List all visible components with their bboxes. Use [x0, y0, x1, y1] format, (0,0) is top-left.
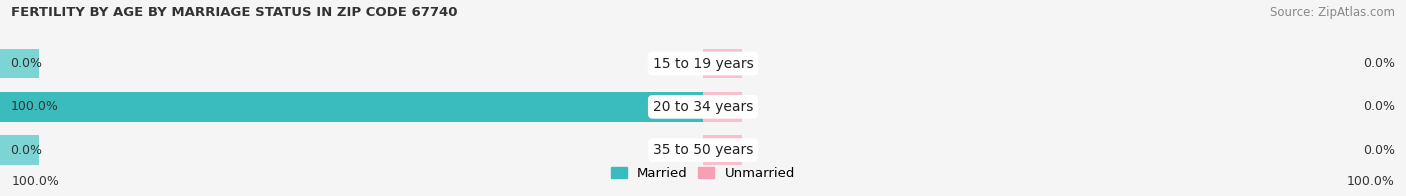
Text: 0.0%: 0.0% — [1364, 100, 1395, 113]
Text: 20 to 34 years: 20 to 34 years — [652, 100, 754, 114]
Text: 100.0%: 100.0% — [10, 100, 59, 113]
Text: 0.0%: 0.0% — [1364, 144, 1395, 157]
Legend: Married, Unmarried: Married, Unmarried — [606, 162, 800, 185]
Bar — [703, 135, 742, 165]
Bar — [703, 49, 742, 78]
Text: 100.0%: 100.0% — [1347, 175, 1395, 188]
Text: FERTILITY BY AGE BY MARRIAGE STATUS IN ZIP CODE 67740: FERTILITY BY AGE BY MARRIAGE STATUS IN Z… — [11, 6, 458, 19]
Text: 0.0%: 0.0% — [1364, 57, 1395, 70]
Text: 0.0%: 0.0% — [10, 57, 42, 70]
Bar — [0, 135, 39, 165]
Bar — [0, 92, 703, 122]
Text: 15 to 19 years: 15 to 19 years — [652, 56, 754, 71]
Text: 100.0%: 100.0% — [11, 175, 59, 188]
Text: 35 to 50 years: 35 to 50 years — [652, 143, 754, 157]
Text: 0.0%: 0.0% — [10, 144, 42, 157]
Bar — [703, 92, 742, 122]
Bar — [0, 49, 39, 78]
Text: Source: ZipAtlas.com: Source: ZipAtlas.com — [1270, 6, 1395, 19]
